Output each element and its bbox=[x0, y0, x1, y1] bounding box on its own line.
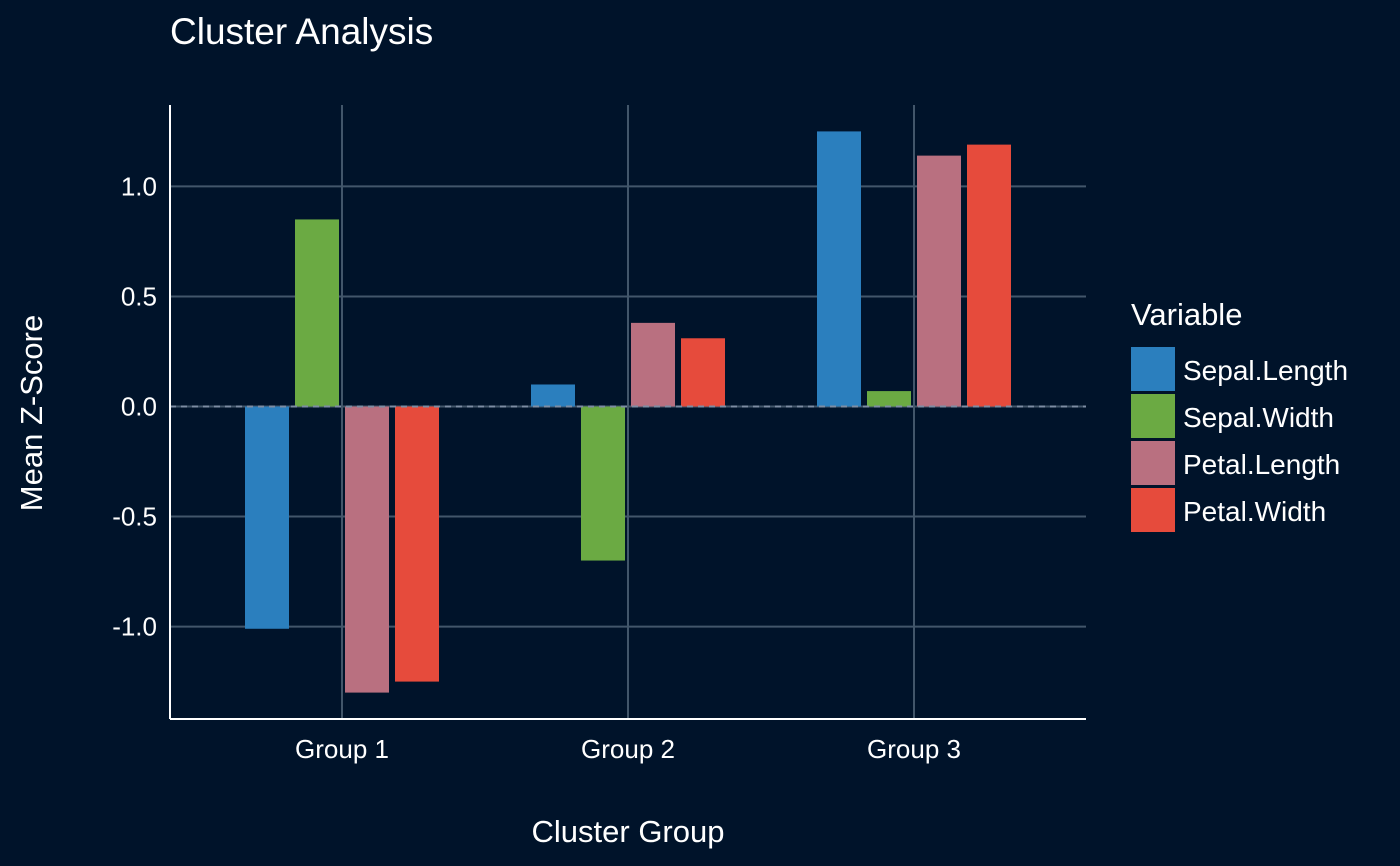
y-tick-label: 1.0 bbox=[121, 171, 157, 201]
bar-petal-width bbox=[395, 406, 439, 682]
legend: Sepal.Length Sepal.Width Petal.Length Petal… bbox=[1131, 347, 1348, 532]
x-tick-label: Group 1 bbox=[295, 734, 389, 764]
legend-label-sepal-length: Sepal.Length bbox=[1183, 355, 1348, 386]
bar-sepal-length bbox=[531, 384, 575, 407]
legend-key-petal-width bbox=[1131, 488, 1175, 532]
bar-sepal-length bbox=[245, 406, 289, 629]
x-tick-label: Group 3 bbox=[867, 734, 961, 764]
bar-petal-length bbox=[345, 406, 389, 693]
bar-petal-length bbox=[631, 322, 675, 407]
y-tick-label: -0.5 bbox=[112, 502, 157, 532]
y-axis-title: Mean Z-Score bbox=[14, 315, 49, 511]
chart-title: Cluster Analysis bbox=[170, 11, 433, 52]
bar-sepal-width bbox=[581, 406, 625, 561]
legend-key-sepal-length bbox=[1131, 347, 1175, 391]
bar-petal-width bbox=[967, 144, 1011, 407]
legend-title: Variable bbox=[1131, 297, 1242, 332]
legend-key-sepal-width bbox=[1131, 394, 1175, 438]
bar-sepal-width bbox=[295, 219, 339, 407]
bar-petal-length bbox=[917, 155, 961, 407]
bar-sepal-length bbox=[817, 131, 861, 407]
x-axis-title: Cluster Group bbox=[532, 814, 725, 849]
labels-layer: -1.0 -0.5 0.0 0.5 1.0 Group 1 Group 2 Group 3 bbox=[112, 171, 961, 764]
bars-layer bbox=[245, 131, 1011, 693]
legend-label-sepal-width: Sepal.Width bbox=[1183, 402, 1334, 433]
legend-key-petal-length bbox=[1131, 441, 1175, 485]
legend-label-petal-width: Petal.Width bbox=[1183, 496, 1326, 527]
axis-layer bbox=[169, 105, 1086, 720]
y-tick-label: -1.0 bbox=[112, 612, 157, 642]
bar-petal-width bbox=[681, 338, 725, 407]
bar-sepal-width bbox=[867, 391, 911, 407]
y-tick-label: 0.0 bbox=[121, 391, 157, 421]
legend-label-petal-length: Petal.Length bbox=[1183, 449, 1340, 480]
x-tick-label: Group 2 bbox=[581, 734, 675, 764]
y-tick-label: 0.5 bbox=[121, 281, 157, 311]
